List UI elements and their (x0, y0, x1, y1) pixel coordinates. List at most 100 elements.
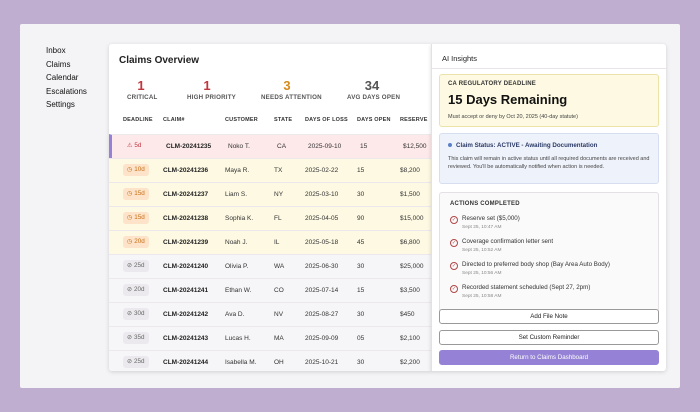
days-open: 45 (357, 239, 365, 246)
status-heading-text: Claim Status: ACTIVE - Awaiting Document… (456, 142, 598, 149)
table-row[interactable]: ◷ 15d CLM-20241237 Liam S. NY 2025-03-10 30 $1,… (109, 182, 431, 206)
column-header-claim[interactable]: CLAIM# (163, 117, 185, 123)
clock-icon: ◷ (127, 167, 133, 173)
column-header-state[interactable]: STATE (274, 117, 293, 123)
date-of-loss: 2025-09-09 (305, 335, 339, 342)
table-row[interactable]: ⊘ 25d CLM-20241244 Isabella M. OH 2025-10-21 3… (109, 350, 431, 371)
action-time: Sept 25, 10:47 AM (462, 225, 502, 230)
table-row[interactable]: ⚠ 5d CLM-20241235 Noko T. CA 2025-09-10 15 $12,… (109, 134, 431, 158)
clock-icon: ◷ (127, 215, 133, 221)
claim-number: CLM-20241240 (163, 263, 209, 270)
state: TX (274, 167, 283, 174)
date-of-loss: 2025-09-10 (308, 143, 342, 150)
stat-value: 1 (137, 78, 145, 93)
column-header-customer[interactable]: CUSTOMER (225, 117, 258, 123)
page-title: Claims Overview (119, 55, 200, 66)
table-row[interactable]: ◷ 10d CLM-20241236 Maya R. TX 2025-02-22 15 $8,… (109, 158, 431, 182)
reserve-amount: $450 (400, 311, 415, 318)
stat-value: 1 (203, 78, 211, 93)
deadline-badge: ⊘ 20d (123, 284, 149, 296)
column-header-days-open[interactable]: DAYS OPEN (357, 117, 391, 123)
clock-icon: ⊘ (127, 335, 133, 341)
clock-icon: ◷ (127, 239, 133, 245)
state: CA (277, 143, 287, 150)
days-open: 30 (357, 359, 365, 366)
stat-label: AVG DAYS OPEN (347, 94, 401, 101)
stat-label: CRITICAL (127, 94, 158, 101)
state: WA (274, 263, 285, 270)
date-of-loss: 2025-02-22 (305, 167, 339, 174)
claim-number: CLM-20241242 (163, 311, 209, 318)
status-dot-icon (448, 143, 452, 148)
column-header-deadline[interactable]: DEADLINE (123, 117, 153, 123)
ai-insights-panel: AI Insights CA REGULATORY DEADLINE 15 Da… (431, 44, 666, 371)
table-row[interactable]: ◷ 15d CLM-20241238 Sophia K. FL 2025-04-05 90 $… (109, 206, 431, 230)
deadline-text: 20d (134, 286, 145, 293)
action-text: Reserve set ($5,000) (462, 215, 520, 222)
date-of-loss: 2025-10-21 (305, 359, 339, 366)
table-row[interactable]: ⊘ 25d CLM-20241240 Olivia P. WA 2025-06-30 30 $… (109, 254, 431, 278)
column-header-days-of-loss[interactable]: DAYS OF LOSS (305, 117, 348, 123)
add-file-note-button[interactable]: Add File Note (439, 309, 659, 324)
stat-needs-attention: 3 NEEDS ATTENTION (261, 78, 322, 101)
days-open: 30 (357, 191, 365, 198)
days-open: 15 (357, 167, 365, 174)
customer-name: Olivia P. (225, 263, 249, 270)
state: OH (274, 359, 284, 366)
state: MA (274, 335, 284, 342)
deadline-text: 15d (134, 214, 145, 221)
clock-icon: ⊘ (127, 287, 133, 293)
reserve-amount: $8,200 (400, 167, 420, 174)
customer-name: Maya R. (225, 167, 250, 174)
column-header-reserve[interactable]: RESERVE (400, 117, 428, 123)
claim-number: CLM-20241243 (163, 335, 209, 342)
days-open: 30 (357, 263, 365, 270)
sidebar-nav: Inbox Claims Calendar Escalations Settin… (46, 44, 87, 112)
customer-name: Ethan W. (225, 287, 252, 294)
customer-name: Noko T. (228, 143, 250, 150)
deadline-badge: ◷ 15d (123, 188, 149, 200)
stat-label: HIGH PRIORITY (187, 94, 237, 101)
claim-number: CLM-20241239 (163, 239, 209, 246)
reserve-amount: $25,000 (400, 263, 424, 270)
date-of-loss: 2025-05-18 (305, 239, 339, 246)
actions-completed-card: ACTIONS COMPLETED ✓ Reserve set ($5,000)… (439, 192, 659, 312)
state: NY (274, 191, 284, 198)
nav-item-settings[interactable]: Settings (46, 100, 75, 109)
state: IL (274, 239, 280, 246)
reserve-amount: $6,800 (400, 239, 420, 246)
state: NV (274, 311, 284, 318)
deadline-badge: ⊘ 25d (123, 356, 149, 368)
days-open: 30 (357, 311, 365, 318)
set-custom-reminder-button[interactable]: Set Custom Reminder (439, 330, 659, 345)
nav-item-claims[interactable]: Claims (46, 59, 71, 69)
table-row[interactable]: ⊘ 35d CLM-20241243 Lucas H. MA 2025-09-09 05 $2… (109, 326, 431, 350)
days-open: 05 (357, 335, 365, 342)
state: CO (274, 287, 284, 294)
reserve-amount: $12,500 (403, 143, 427, 150)
return-to-dashboard-button[interactable]: Return to Claims Dashboard (439, 350, 659, 365)
customer-name: Noah J. (225, 239, 248, 246)
actions-heading: ACTIONS COMPLETED (450, 201, 520, 207)
deadline-text: 30d (134, 310, 145, 317)
nav-item-escalations[interactable]: Escalations (46, 86, 87, 96)
deadline-subtext: Must accept or deny by Oct 20, 2025 (40-… (448, 114, 578, 120)
nav-item-calendar[interactable]: Calendar (46, 73, 79, 82)
claim-number: CLM-20241236 (163, 167, 209, 174)
table-row[interactable]: ⊘ 20d CLM-20241241 Ethan W. CO 2025-07-14 15 $3… (109, 278, 431, 302)
nav-item-inbox[interactable]: Inbox (46, 46, 66, 55)
deadline-badge: ◷ 20d (123, 236, 149, 248)
table-row[interactable]: ⊘ 30d CLM-20241242 Ava D. NV 2025-08-27 30 $450 (109, 302, 431, 326)
date-of-loss: 2025-04-05 (305, 215, 339, 222)
customer-name: Sophia K. (225, 215, 254, 222)
action-time: Sept 25, 10:56 AM (462, 271, 502, 276)
stat-critical: 1 CRITICAL (127, 78, 158, 101)
deadline-text: 15d (134, 190, 145, 197)
table-row[interactable]: ◷ 20d CLM-20241239 Noah J. IL 2025-05-18 45 $6,… (109, 230, 431, 254)
deadline-text: 5d (134, 142, 142, 149)
regulatory-deadline-card: CA REGULATORY DEADLINE 15 Days Remaining… (439, 74, 659, 127)
action-time: Sept 25, 10:58 AM (462, 294, 502, 299)
stat-value: 3 (283, 78, 291, 93)
deadline-text: 20d (134, 238, 145, 245)
deadline-text: 25d (134, 262, 145, 269)
